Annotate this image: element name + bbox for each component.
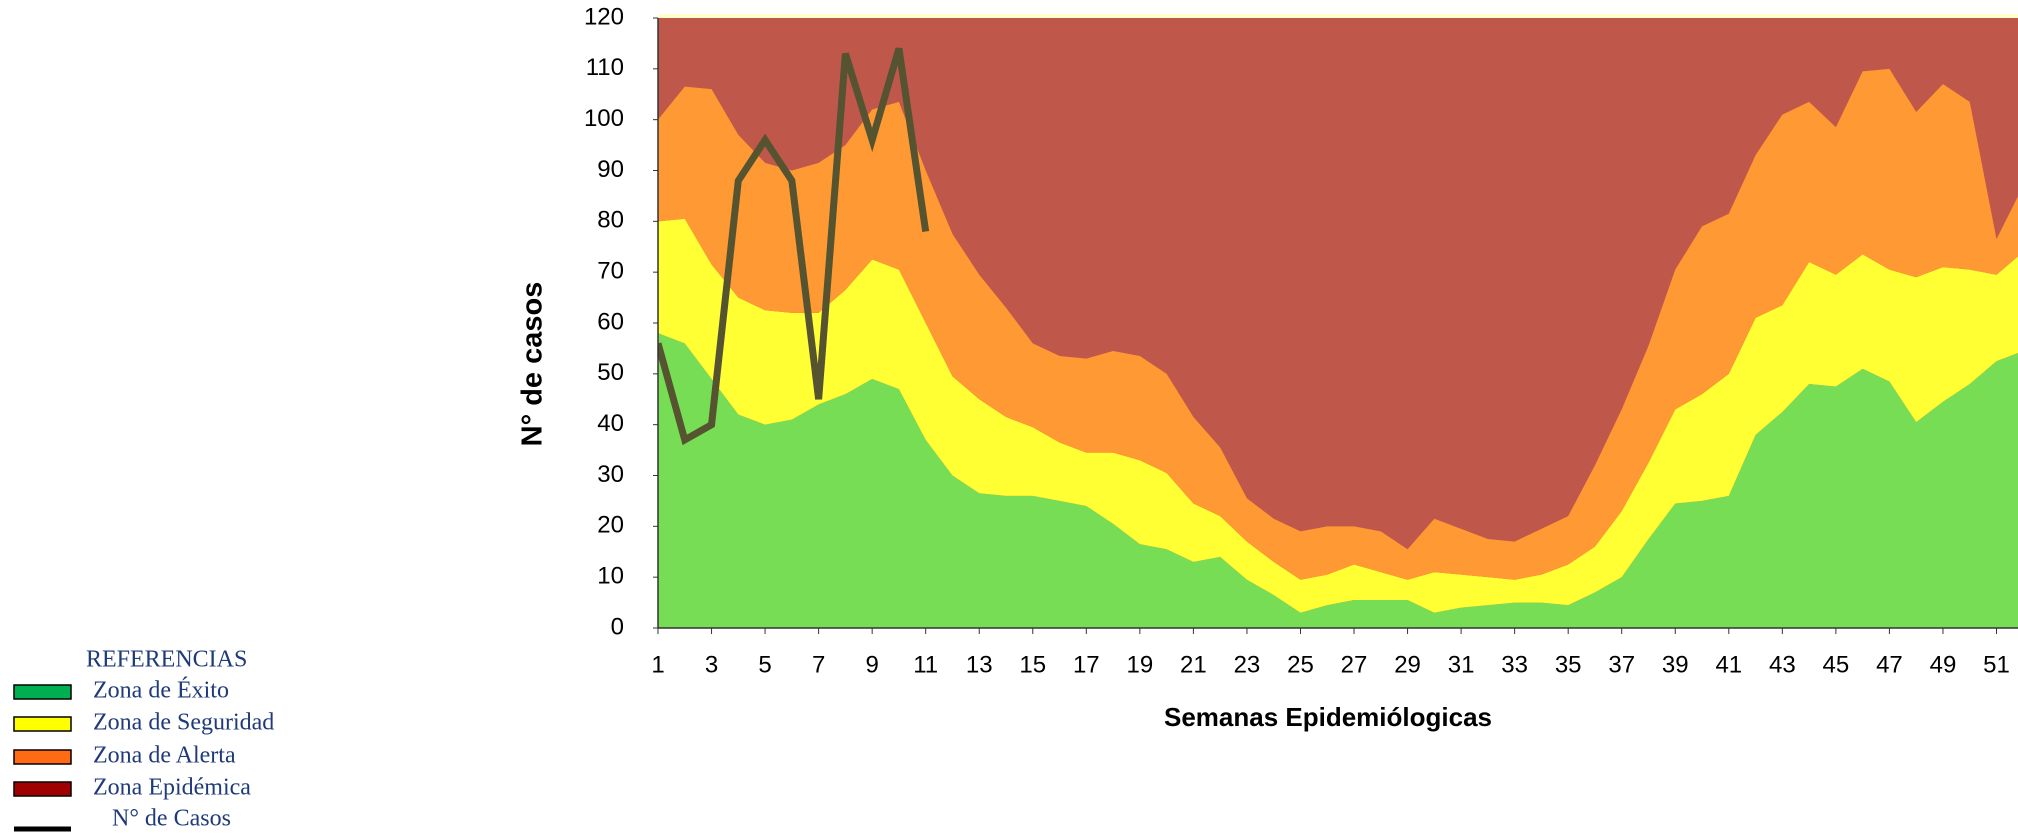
- x-tick-label: 43: [1769, 651, 1796, 678]
- x-tick-label: 9: [865, 651, 878, 678]
- plot-area: [658, 18, 2018, 628]
- x-axis-title: Semanas Epidemiólogicas: [1164, 702, 1492, 732]
- x-tick-label: 25: [1287, 651, 1314, 678]
- legend-title: REFERENCIAS: [86, 647, 247, 673]
- y-tick-label: 80: [597, 207, 624, 234]
- x-tick-label: 1: [651, 651, 664, 678]
- y-tick-label: 70: [597, 258, 624, 285]
- y-axis-title: N° de casos: [517, 282, 549, 447]
- x-tick-label: 17: [1073, 651, 1100, 678]
- y-tick-label: 10: [597, 563, 624, 590]
- y-tick-label: 110: [586, 54, 624, 81]
- x-tick-label: 29: [1394, 651, 1421, 678]
- legend-label: Zona de Éxito: [93, 678, 229, 704]
- x-tick-label: 41: [1715, 651, 1742, 678]
- x-tick-label: 47: [1876, 651, 1903, 678]
- x-tick-label: 51: [1983, 651, 2010, 678]
- x-tick-label: 45: [1823, 651, 1850, 678]
- y-tick-label: 30: [597, 461, 624, 488]
- y-tick-label: 50: [597, 359, 624, 386]
- x-tick-label: 19: [1127, 651, 1154, 678]
- x-tick-label: 15: [1019, 651, 1046, 678]
- cases-line: [658, 47, 930, 446]
- area: [658, 218, 2018, 613]
- x-tick-label: 23: [1234, 651, 1261, 678]
- area: [658, 333, 2018, 628]
- y-tick-label: 100: [584, 105, 624, 132]
- x-tick-label: 35: [1555, 651, 1582, 678]
- legend-label: Zona Epidémica: [93, 775, 251, 801]
- x-tick-label: 39: [1662, 651, 1689, 678]
- legend-swatch: [13, 684, 72, 700]
- x-tick-label: 33: [1501, 651, 1528, 678]
- legend-swatch: [13, 781, 72, 797]
- x-tick-label: 21: [1180, 651, 1207, 678]
- area: [658, 68, 2018, 580]
- y-tick-label: 20: [597, 512, 624, 539]
- y-tick-label: 0: [611, 613, 624, 640]
- y-tick-label: 120: [584, 3, 624, 30]
- legend-label: N° de Casos: [112, 806, 231, 832]
- legend-label: Zona de Alerta: [93, 743, 236, 769]
- legend-label: Zona de Seguridad: [93, 710, 274, 736]
- y-tick-label: 90: [597, 156, 624, 183]
- x-tick-label: 13: [966, 651, 993, 678]
- y-tick-label: 40: [597, 410, 624, 437]
- x-tick-label: 49: [1930, 651, 1957, 678]
- x-tick-label: 5: [758, 651, 771, 678]
- y-tick-label: 60: [597, 308, 624, 335]
- x-tick-label: 31: [1448, 651, 1475, 678]
- x-tick-label: 27: [1341, 651, 1368, 678]
- legend-swatch: [13, 716, 72, 732]
- x-tick-label: 37: [1608, 651, 1635, 678]
- x-tick-label: 3: [705, 651, 718, 678]
- x-tick-label: 11: [913, 651, 938, 678]
- x-tick-label: 7: [812, 651, 825, 678]
- legend-swatch: [13, 749, 72, 765]
